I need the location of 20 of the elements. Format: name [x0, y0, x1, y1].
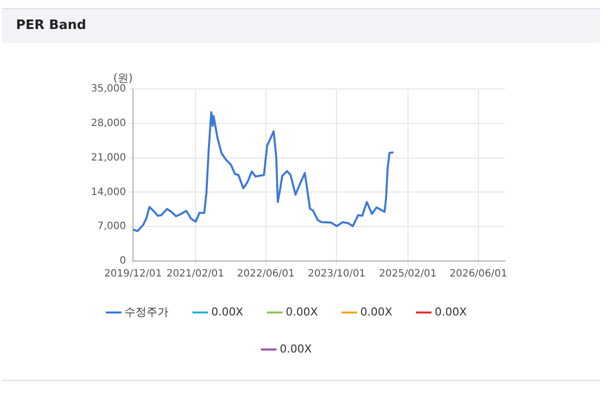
legend-label: 0.00X	[360, 305, 393, 318]
y-tick-label: 0	[120, 256, 126, 267]
x-tick-label: 2021/02/01	[166, 268, 224, 280]
legend-label: 0.00X	[286, 305, 318, 318]
legend-label: 0.00X	[280, 342, 312, 356]
x-tick-label: 2019/12/01	[104, 268, 162, 280]
y-axis-title: (원)	[113, 71, 133, 84]
y-tick-label: 35,000	[91, 84, 126, 95]
x-tick-label: 2023/10/01	[308, 268, 366, 280]
y-tick-label: 28,000	[91, 118, 126, 129]
x-tick-label: 2022/06/01	[237, 268, 295, 280]
x-tick-label: 2025/02/01	[378, 268, 437, 280]
legend-label: 0.00X	[211, 305, 244, 318]
y-tick-label: 14,000	[91, 186, 126, 198]
x-tick-label: 2026/06/01	[450, 268, 508, 280]
y-tick-label: 7,000	[97, 221, 126, 232]
legend-label: 수정주가	[124, 305, 169, 318]
chart-title: PER Band	[16, 18, 86, 33]
y-tick-label: 21,000	[91, 152, 126, 164]
legend-label: 0.00X	[434, 305, 468, 318]
